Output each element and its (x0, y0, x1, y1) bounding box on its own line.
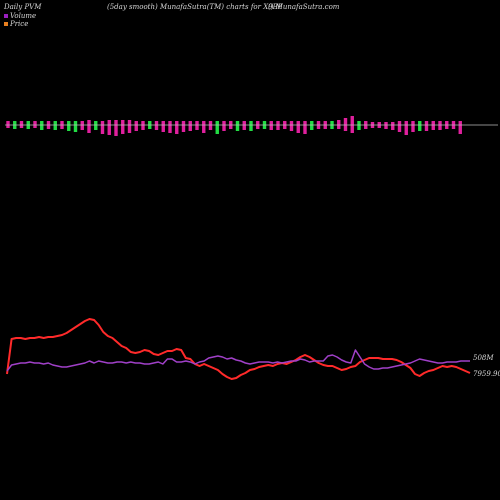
pvm-bar (384, 122, 388, 129)
pvm-bar (175, 121, 179, 134)
pvm-bar (6, 121, 10, 128)
pvm-bar (458, 121, 462, 134)
pvm-bar (438, 121, 442, 130)
pvm-bar (94, 121, 98, 130)
pvm-bars-group (6, 116, 462, 136)
end-label-price: 7959.90 (473, 370, 500, 378)
pvm-bar (87, 120, 91, 133)
pvm-bar (195, 121, 199, 130)
pvm-bar (67, 121, 71, 131)
pvm-bar (134, 121, 138, 131)
pvm-bar (424, 121, 429, 131)
pvm-bar (168, 121, 172, 133)
pvm-bar (33, 121, 37, 128)
pvm-bar (107, 120, 111, 135)
pvm-bar (235, 121, 240, 131)
pvm-bar (310, 121, 314, 130)
pvm-bar (141, 121, 145, 130)
header-center-title: (5day smooth) MunafaSutra(TM) charts for… (107, 3, 283, 11)
pvm-bar (289, 121, 294, 131)
pvm-bar (121, 120, 125, 134)
header-left-label: Daily PVM (4, 3, 42, 11)
pvm-bar (181, 121, 186, 132)
end-label-volume: 508M (473, 354, 494, 362)
pvm-bar (303, 121, 307, 134)
pvm-bar (357, 121, 361, 130)
pvm-bar (337, 120, 341, 129)
legend-price: Price (4, 20, 28, 28)
legend-volume: Volume (4, 12, 36, 20)
pvm-bar (127, 120, 132, 133)
pvm-bar (276, 121, 280, 130)
legend-price-swatch (4, 22, 8, 26)
pvm-bar (269, 121, 273, 130)
pvm-bar (19, 121, 24, 128)
pvm-bar (53, 121, 57, 130)
pvm-bar (296, 121, 300, 133)
pvm-bar (418, 121, 422, 131)
pvm-bar (397, 121, 402, 132)
pvm-bar (215, 121, 219, 134)
pvm-bar (114, 120, 118, 136)
pvm-bar (161, 121, 165, 132)
pvm-bar (154, 121, 159, 130)
pvm-bar (431, 121, 435, 130)
pvm-bar (411, 121, 415, 132)
pvm-bar (350, 116, 354, 133)
legend-volume-swatch (4, 14, 8, 18)
pvm-bar (100, 121, 105, 134)
series-volume-line (6, 349, 470, 372)
pvm-bar (40, 121, 44, 130)
legend-volume-label: Volume (10, 12, 37, 20)
pvm-bar (222, 121, 226, 131)
pvm-bar (242, 121, 246, 130)
pvm-bar (391, 122, 395, 130)
pvm-bar (202, 121, 206, 133)
pvm-bar (188, 121, 192, 131)
pvm-bar (80, 121, 84, 130)
pvm-bar (249, 121, 253, 131)
series-price-line (6, 318, 471, 380)
pvm-bar (343, 118, 348, 131)
pvm-bar (208, 121, 213, 130)
pvm-bar (73, 121, 78, 132)
header-right-site: () MunafaSutra.com (268, 3, 340, 11)
legend-price-label: Price (10, 20, 29, 28)
pvm-bar (404, 121, 408, 135)
